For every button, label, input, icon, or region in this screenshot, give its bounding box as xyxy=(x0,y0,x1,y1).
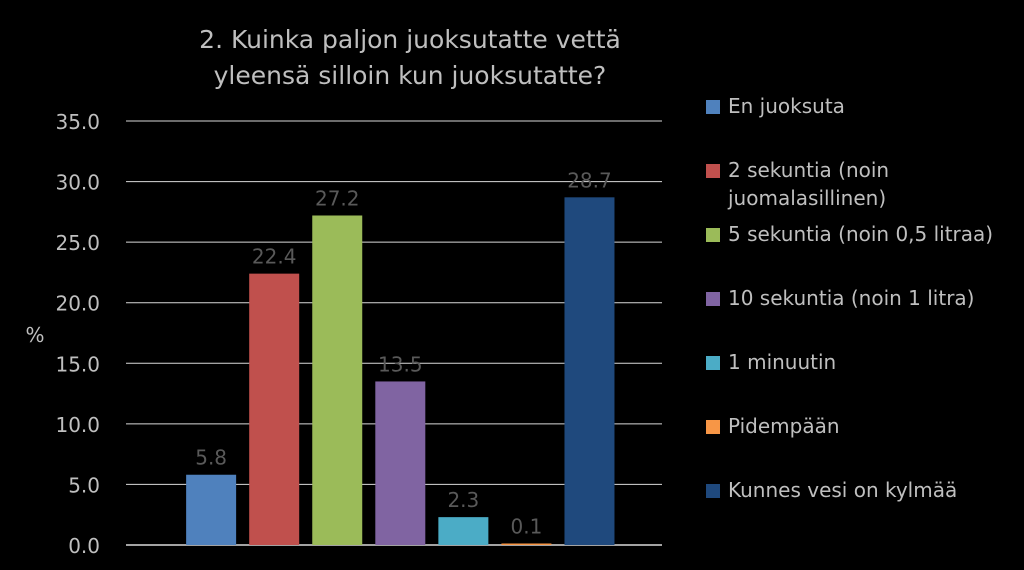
legend-item: En juoksuta xyxy=(706,92,1016,120)
bar xyxy=(501,543,552,545)
legend-swatch xyxy=(706,164,720,178)
legend-item: Kunnes vesi on kylmää xyxy=(706,476,1016,504)
y-tick-label: 30.0 xyxy=(55,171,100,195)
legend-swatch xyxy=(706,484,720,498)
data-label: 0.1 xyxy=(511,515,543,539)
y-tick-label: 35.0 xyxy=(55,110,100,134)
legend-label: Pidempään xyxy=(728,414,840,438)
bar xyxy=(564,197,615,545)
legend-swatch xyxy=(706,292,720,306)
bar xyxy=(186,474,237,545)
legend-item: 5 sekuntia (noin 0,5 litraa) xyxy=(706,220,1016,248)
data-label: 27.2 xyxy=(315,186,360,210)
legend-swatch xyxy=(706,100,720,114)
legend-label: 5 sekuntia (noin 0,5 litraa) xyxy=(728,222,994,246)
bar xyxy=(312,215,363,545)
data-label: 22.4 xyxy=(252,245,297,269)
data-label: 28.7 xyxy=(567,168,612,192)
legend-label: 1 minuutin xyxy=(728,350,837,374)
legend-label: 10 sekuntia (noin 1 litra) xyxy=(728,286,975,310)
data-label: 2.3 xyxy=(447,488,479,512)
y-tick-label: 20.0 xyxy=(55,292,100,316)
y-axis-label: % xyxy=(25,323,44,347)
legend-item: 2 sekuntia (noin juomalasillinen) xyxy=(706,156,1016,212)
legend-label: 2 sekuntia (noin juomalasillinen) xyxy=(728,158,890,210)
bar xyxy=(249,273,300,545)
bar xyxy=(375,381,426,545)
y-tick-label: 5.0 xyxy=(68,473,100,497)
legend-item: 1 minuutin xyxy=(706,348,1016,376)
legend-item: 10 sekuntia (noin 1 litra) xyxy=(706,284,1016,312)
y-tick-label: 25.0 xyxy=(55,231,100,255)
chart-title: 2. Kuinka paljon juoksutatte vettä yleen… xyxy=(199,25,621,90)
legend-swatch xyxy=(706,356,720,370)
y-tick-label: 10.0 xyxy=(55,413,100,437)
legend-label: Kunnes vesi on kylmää xyxy=(728,478,958,502)
legend-swatch xyxy=(706,420,720,434)
legend-swatch xyxy=(706,228,720,242)
data-label: 13.5 xyxy=(378,352,423,376)
legend-item: Pidempään xyxy=(706,412,1016,440)
legend-label: En juoksuta xyxy=(728,94,845,118)
y-tick-label: 0.0 xyxy=(68,534,100,558)
y-tick-label: 15.0 xyxy=(55,352,100,376)
data-label: 5.8 xyxy=(195,446,227,470)
bar xyxy=(438,517,489,545)
